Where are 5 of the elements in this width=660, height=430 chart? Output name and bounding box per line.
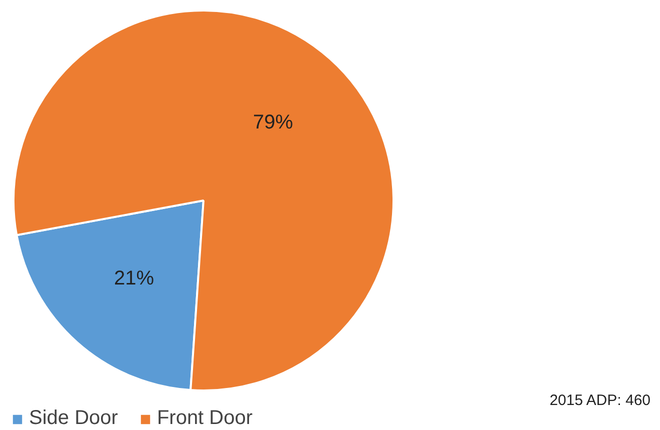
legend-label: Side Door (29, 407, 118, 430)
text: 2015 ADP: 460 (550, 392, 651, 409)
data-label: 79% (253, 111, 294, 134)
legend-label: Front Door (156, 407, 253, 430)
data-label: 21% (114, 268, 154, 290)
